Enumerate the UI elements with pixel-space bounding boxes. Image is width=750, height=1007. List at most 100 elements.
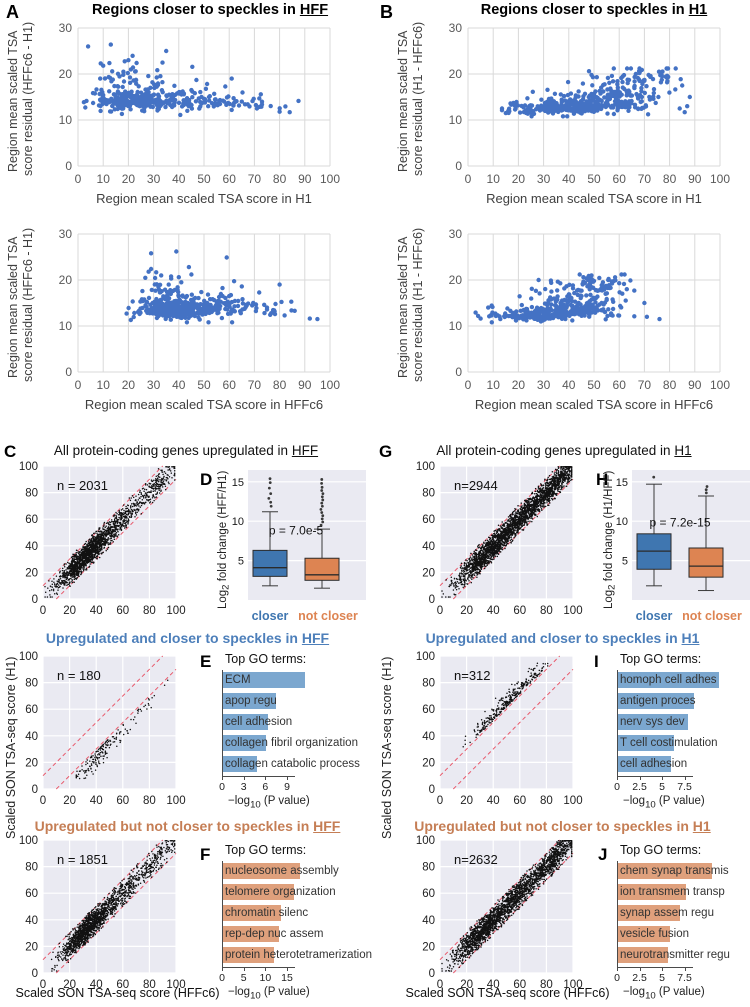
outlier-point xyxy=(267,496,271,500)
svg-text:60: 60 xyxy=(422,514,435,526)
dashed-reference-line xyxy=(452,668,574,790)
svg-text:30: 30 xyxy=(449,21,463,35)
y-axis-line xyxy=(617,861,618,967)
dashed-reference-line xyxy=(42,655,164,777)
panel-a-title: Regions closer to speckles in HFF xyxy=(91,2,329,18)
go-bar-label: ion transmem transp xyxy=(620,886,725,898)
svg-text:10: 10 xyxy=(616,516,628,528)
outlier-point xyxy=(321,492,325,496)
scatter-all-genes-h1: 0 0 20 20 40 40 60 60 80 80 100 100 n=2944 xyxy=(405,460,625,651)
go-bar-label: nerv sys dev xyxy=(620,716,685,728)
x-axis-tick xyxy=(662,967,663,971)
go-bar xyxy=(618,863,712,879)
svg-text:60: 60 xyxy=(513,605,526,617)
svg-text:70: 70 xyxy=(248,378,262,392)
svg-text:0: 0 xyxy=(465,378,472,392)
outlier-point xyxy=(320,478,324,481)
outlier-point xyxy=(320,504,324,508)
svg-text:40: 40 xyxy=(25,731,38,743)
go-bar xyxy=(223,735,266,751)
go-bar xyxy=(618,926,671,942)
svg-text:100: 100 xyxy=(19,651,38,663)
svg-text:40: 40 xyxy=(90,605,103,617)
svg-text:60: 60 xyxy=(116,605,129,617)
x-axis-label: Region mean scaled TSA score in HFFc6 xyxy=(85,397,323,412)
x-axis-tick-label: 7.5 xyxy=(677,781,692,793)
y-axis-label-a-top: Region mean scaled TSA score residual (HF… xyxy=(6,21,35,176)
n-count-label: n = 180 xyxy=(57,668,101,683)
svg-text:0: 0 xyxy=(455,159,462,173)
go-bar-label: cell adhesion xyxy=(620,758,688,770)
svg-text:5: 5 xyxy=(238,556,244,568)
svg-text:100: 100 xyxy=(320,378,340,392)
svg-text:100: 100 xyxy=(563,795,582,807)
svg-text:10: 10 xyxy=(59,113,73,127)
go-bar xyxy=(618,884,686,900)
outlier-point xyxy=(321,520,325,524)
svg-text:0: 0 xyxy=(429,784,435,796)
svg-text:80: 80 xyxy=(143,795,156,807)
svg-text:0: 0 xyxy=(429,968,435,980)
svg-text:50: 50 xyxy=(587,172,601,186)
box xyxy=(252,549,288,577)
svg-text:80: 80 xyxy=(663,172,677,186)
svg-text:20: 20 xyxy=(422,941,435,953)
svg-text:0: 0 xyxy=(465,172,472,186)
n-count-label: n=2944 xyxy=(454,478,498,493)
panel-c-title: All protein-coding genes upregulated in … xyxy=(53,443,319,458)
svg-text:10: 10 xyxy=(449,113,463,127)
go-bar-row: antigen proces xyxy=(617,691,750,712)
x-axis-tick-label: 5 xyxy=(659,781,665,793)
svg-text:60: 60 xyxy=(25,888,38,900)
outlier-point xyxy=(269,500,273,504)
go-bar xyxy=(618,693,694,709)
dashed-reference-line xyxy=(42,839,164,961)
data-points xyxy=(462,662,549,748)
go-bar xyxy=(618,672,719,688)
svg-text:20: 20 xyxy=(512,378,526,392)
svg-text:80: 80 xyxy=(25,862,38,874)
svg-text:20: 20 xyxy=(460,979,473,991)
p-value-label: p = 7.2e-15 xyxy=(649,516,710,530)
svg-text:60: 60 xyxy=(613,378,627,392)
panel-g-title: All protein-coding genes upregulated in … xyxy=(436,443,692,458)
svg-text:50: 50 xyxy=(587,378,601,392)
svg-text:20: 20 xyxy=(122,378,136,392)
outlier-point xyxy=(320,511,324,514)
outlier-point xyxy=(321,514,325,518)
outlier-point xyxy=(704,491,708,495)
go-bar xyxy=(618,714,689,730)
svg-text:80: 80 xyxy=(422,488,435,500)
dashed-reference-line xyxy=(439,839,561,961)
x-axis-label-son-hffc6-left: Scaled SON TSA-seq score (HFFc6) xyxy=(15,986,220,1000)
x-axis-tick xyxy=(684,776,686,780)
svg-text:0: 0 xyxy=(32,784,38,796)
n-count-label: n=312 xyxy=(454,668,491,683)
svg-text:20: 20 xyxy=(449,273,463,287)
svg-text:80: 80 xyxy=(540,795,553,807)
svg-text:20: 20 xyxy=(449,67,463,81)
svg-text:20: 20 xyxy=(512,172,526,186)
panel-letter-e: E xyxy=(200,652,212,671)
go-bar-label: chem synap transmis xyxy=(620,865,729,877)
dashed-reference-line xyxy=(439,655,561,777)
group-label: closer xyxy=(636,609,673,623)
svg-text:90: 90 xyxy=(688,378,702,392)
svg-text:90: 90 xyxy=(298,172,312,186)
scatter-residual-h1-vs-h1-score: 0 10 20 30 40 50 60 70 80 90 100 0 10 20 30 Region mean… xyxy=(430,20,750,237)
svg-text:30: 30 xyxy=(147,378,161,392)
x-axis-label: Region mean scaled TSA score in H1 xyxy=(486,191,702,206)
panel-c-subtitle-not-closer: Upregulated but not closer to speckles i… xyxy=(34,818,341,834)
svg-text:100: 100 xyxy=(166,795,185,807)
scatter-all-genes-hff: 0 0 20 20 40 40 60 60 80 80 100 100 n = 2031 xyxy=(8,460,228,651)
svg-text:100: 100 xyxy=(19,835,38,847)
x-axis-tick-label: 0 xyxy=(219,972,225,984)
svg-text:20: 20 xyxy=(63,605,76,617)
outlier-point xyxy=(269,492,273,496)
svg-text:0: 0 xyxy=(437,795,443,807)
svg-text:80: 80 xyxy=(143,605,156,617)
go-bar xyxy=(223,672,305,688)
svg-text:60: 60 xyxy=(116,979,129,991)
go-bar xyxy=(618,905,681,921)
